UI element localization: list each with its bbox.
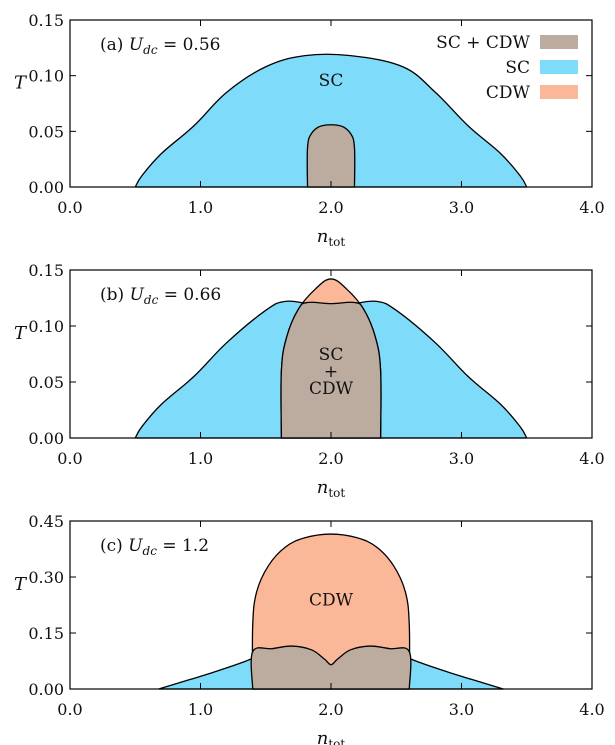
panel-b: SC+CDW 0.0 1.0 2.0 3.0 4.0 0.00 0.05 0.10 0.15 nto…: [14, 261, 605, 500]
y-tick-label: 0.00: [28, 429, 64, 448]
y-tick-label: 0.10: [28, 317, 64, 336]
x-axis-label: ntot: [317, 226, 346, 249]
legend-swatch: [540, 60, 578, 74]
y-tick-label: 0.05: [28, 373, 64, 392]
legend-label: CDW: [486, 83, 531, 103]
legend-swatch: [540, 85, 578, 99]
x-tick-label: 0.0: [57, 449, 82, 468]
region-label: CDW: [309, 379, 354, 399]
panel-title: (c) Udc = 1.2: [100, 536, 209, 558]
x-axis-label: ntot: [317, 728, 346, 745]
y-tick-label: 0.05: [28, 122, 64, 141]
x-axis-label: ntot: [317, 477, 346, 500]
y-tick-label: 0.15: [28, 261, 64, 280]
y-tick-label: 0.45: [28, 512, 64, 531]
y-axis-label: T: [14, 73, 28, 94]
region-sc-cdw: [250, 645, 412, 690]
x-tick-label: 3.0: [449, 449, 474, 468]
y-tick-label: 0.00: [28, 178, 64, 197]
panel-c: CDW 0.0 1.0 2.0 3.0 4.0 0.00 0.15 0.30 0.45 ntot T (…: [14, 512, 605, 745]
legend-swatch: [540, 35, 578, 49]
region-sc-cdw: [280, 301, 382, 439]
x-tick-label: 4.0: [579, 700, 604, 719]
region-label: SC: [319, 71, 344, 91]
x-tick-label: 4.0: [579, 198, 604, 217]
x-tick-label: 0.0: [57, 700, 82, 719]
y-axis-label: T: [14, 574, 28, 595]
panel-title: (b) Udc = 0.66: [100, 285, 221, 307]
y-tick-label: 0.30: [28, 568, 64, 587]
x-tick-label: 2.0: [318, 198, 343, 217]
y-tick-label: 0.00: [28, 680, 64, 699]
x-tick-label: 1.0: [188, 198, 213, 217]
x-tick-label: 3.0: [449, 700, 474, 719]
region-label: +: [324, 362, 338, 382]
x-tick-label: 2.0: [318, 700, 343, 719]
x-tick-label: 3.0: [449, 198, 474, 217]
region-label: CDW: [309, 590, 354, 610]
x-tick-label: 2.0: [318, 449, 343, 468]
panel-a: SC 0.0 1.0 2.0 3.0 4.0 0.00 0.05 0.10 0.15 ntot T (a…: [14, 11, 605, 249]
x-tick-label: 1.0: [188, 700, 213, 719]
region-sc: [134, 53, 528, 188]
y-tick-label: 0.15: [28, 11, 64, 30]
region-sc-cdw: [306, 124, 356, 188]
legend-label: SC + CDW: [436, 33, 530, 53]
legend-label: SC: [505, 58, 530, 78]
region-label: SC: [319, 345, 344, 365]
x-tick-label: 0.0: [57, 198, 82, 217]
legend: SC + CDW SC CDW: [436, 33, 578, 103]
x-tick-label: 1.0: [188, 449, 213, 468]
x-tick-label: 4.0: [579, 449, 604, 468]
panel-title: (a) Udc = 0.56: [100, 35, 220, 57]
y-tick-label: 0.15: [28, 624, 64, 643]
y-tick-label: 0.10: [28, 67, 64, 86]
y-axis-label: T: [14, 323, 28, 344]
